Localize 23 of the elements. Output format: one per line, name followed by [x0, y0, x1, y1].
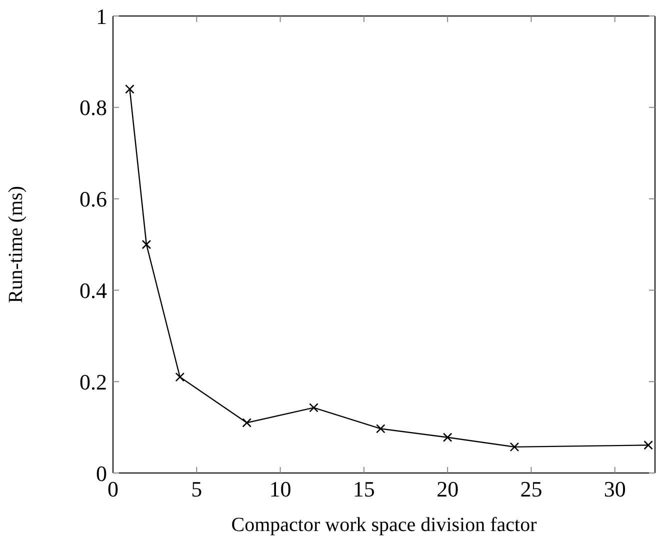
point	[142, 240, 152, 250]
point	[510, 442, 520, 452]
y-tick-label: 0.2	[80, 369, 107, 394]
point	[175, 372, 185, 382]
y-tick-label: 1	[96, 4, 107, 29]
point	[442, 432, 452, 442]
x-tick-label: 15	[352, 476, 375, 502]
x-axis-title: Compactor work space division factor	[231, 514, 538, 536]
x-tick-label: 30	[604, 476, 626, 502]
y-tick-label: 0.4	[80, 278, 107, 304]
point	[376, 424, 386, 434]
point	[125, 84, 134, 94]
point	[309, 403, 318, 412]
y-axis-title: Run-time (ms)	[5, 186, 28, 304]
x-tick-label: 25	[520, 476, 542, 502]
x-tick-label: 10	[269, 476, 292, 502]
x-tick-label: 5	[191, 476, 202, 502]
y-tick-label: 0.6	[80, 186, 107, 212]
point	[644, 440, 653, 450]
y-tick-label: 0	[96, 460, 107, 486]
point	[242, 418, 252, 428]
x-tick-label: 20	[436, 476, 459, 502]
y-tick-label: 0.8	[80, 95, 107, 120]
